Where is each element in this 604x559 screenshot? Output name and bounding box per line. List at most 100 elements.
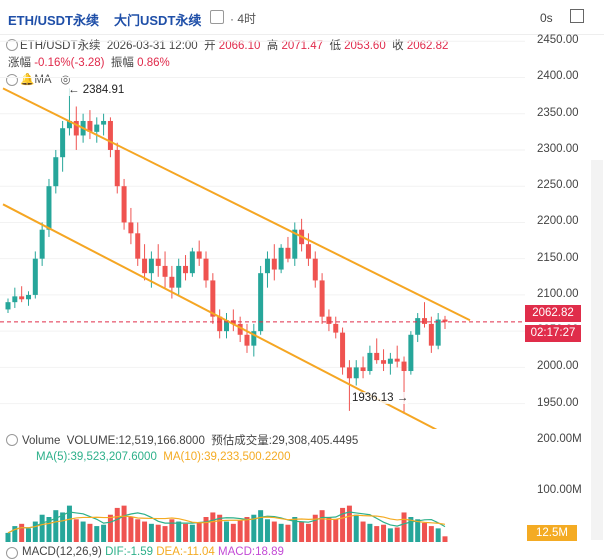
candle-body bbox=[66, 120, 72, 129]
candle-body bbox=[381, 360, 387, 364]
candle-body bbox=[39, 229, 45, 259]
candle-body bbox=[387, 358, 393, 364]
price-axis-label: 2300.00 bbox=[537, 142, 579, 155]
candle-body bbox=[264, 258, 270, 274]
volume-bar bbox=[442, 536, 448, 542]
eye-hidden-icon[interactable]: ◎ bbox=[60, 74, 71, 86]
volume-bar bbox=[271, 521, 277, 542]
volume-bar bbox=[360, 521, 366, 542]
volume-axis-mid: 100.00M bbox=[537, 484, 582, 496]
interval-selector[interactable]: · 4时 bbox=[230, 12, 257, 26]
candle-body bbox=[210, 280, 216, 317]
price-axis-label: 2350.00 bbox=[537, 106, 579, 119]
last-price-badge: 2062.82 bbox=[525, 305, 581, 322]
collapse-macd-chevron-icon[interactable] bbox=[6, 547, 18, 559]
volume-bar bbox=[196, 522, 202, 542]
refresh-seconds[interactable]: 0s bbox=[540, 11, 553, 25]
price-chart[interactable] bbox=[0, 34, 525, 429]
volume-bar bbox=[435, 528, 441, 542]
volume-bar bbox=[25, 528, 31, 542]
channel-line bbox=[2, 87, 471, 322]
volume-bar bbox=[189, 524, 195, 542]
candle-body bbox=[5, 302, 11, 310]
candle-body bbox=[32, 258, 38, 295]
volume-bar bbox=[121, 505, 127, 542]
collapse-ma-chevron-icon[interactable] bbox=[6, 74, 18, 86]
volume-bar bbox=[230, 523, 236, 542]
change-legend: 涨幅 -0.16%(-3.28) 振幅 0.86% bbox=[8, 57, 170, 69]
volume-bar bbox=[114, 507, 120, 542]
volume-bar bbox=[224, 521, 229, 542]
collapse-volume-chevron-icon[interactable] bbox=[6, 434, 18, 446]
volume-bar bbox=[401, 512, 407, 542]
volume-bar bbox=[346, 505, 352, 542]
candle-body bbox=[258, 273, 264, 332]
price-axis-label: 2200.00 bbox=[537, 215, 579, 228]
candle-body bbox=[128, 222, 134, 234]
countdown-badge: 02:17:27 bbox=[525, 325, 581, 342]
volume-bar bbox=[381, 524, 387, 542]
collapse-chevron-icon[interactable] bbox=[6, 39, 18, 51]
volume-bar bbox=[155, 524, 161, 542]
candle-body bbox=[148, 258, 154, 274]
volume-bar bbox=[428, 526, 434, 542]
candle-body bbox=[169, 276, 175, 288]
volume-bar bbox=[73, 519, 79, 542]
price-axis-label: 1950.00 bbox=[537, 396, 579, 409]
volume-chart[interactable] bbox=[0, 440, 525, 545]
volume-bar bbox=[32, 521, 38, 542]
volume-bar bbox=[251, 514, 257, 542]
volume-bar bbox=[46, 517, 52, 542]
volume-bar bbox=[39, 514, 45, 542]
candle-body bbox=[101, 120, 107, 125]
volume-bar bbox=[326, 517, 332, 542]
volume-bar bbox=[135, 519, 141, 542]
volume-bar bbox=[66, 505, 72, 542]
volume-bar bbox=[340, 507, 346, 542]
price-axis-label: 2000.00 bbox=[537, 360, 579, 373]
volume-bar bbox=[169, 519, 175, 542]
volume-bar bbox=[367, 523, 373, 542]
volume-bar bbox=[374, 526, 380, 542]
volume-bar bbox=[258, 510, 264, 542]
candle-body bbox=[60, 128, 66, 158]
candle-body bbox=[107, 120, 113, 150]
candle-body bbox=[415, 318, 421, 335]
volume-bar bbox=[237, 520, 243, 542]
candle-body bbox=[428, 323, 434, 346]
candle-body bbox=[176, 265, 182, 288]
edit-icon[interactable] bbox=[210, 10, 224, 24]
volume-bar bbox=[387, 528, 393, 542]
candle-body bbox=[305, 244, 311, 259]
right-panel-scrollbar[interactable] bbox=[591, 160, 603, 540]
candle-body bbox=[189, 251, 195, 274]
chart-header: ETH/USDT永续 大门USDT永续 · 4时 0s bbox=[0, 0, 604, 35]
candle-body bbox=[237, 323, 243, 335]
candle-body bbox=[333, 323, 339, 333]
candle-body bbox=[408, 334, 414, 372]
volume-bar bbox=[176, 521, 182, 542]
volume-axis-top: 200.00M bbox=[537, 433, 582, 445]
volume-bar bbox=[408, 517, 414, 542]
volume-legend: Volume VOLUME:12,519,166.8000 预估成交量:29,3… bbox=[22, 435, 359, 447]
candle-body bbox=[367, 352, 373, 372]
volume-bar bbox=[19, 523, 25, 542]
volume-bar bbox=[333, 519, 339, 542]
candle-body bbox=[12, 296, 18, 303]
candle-body bbox=[73, 120, 79, 136]
volume-bar bbox=[162, 526, 168, 542]
maximize-icon[interactable] bbox=[570, 9, 584, 23]
candle-body bbox=[251, 331, 257, 346]
high-annotation: ← 2384.91 bbox=[68, 84, 125, 96]
price-axis-label: 2100.00 bbox=[537, 287, 579, 300]
candle-body bbox=[285, 247, 291, 259]
candle-body bbox=[340, 332, 346, 368]
candle-body bbox=[19, 296, 25, 300]
exchange-title[interactable]: 大门USDT永续 bbox=[114, 13, 202, 28]
candle-body bbox=[374, 352, 380, 361]
candle-body bbox=[53, 157, 59, 187]
volume-bar bbox=[415, 519, 421, 542]
symbol-title[interactable]: ETH/USDT永续 bbox=[8, 13, 100, 28]
candle-body bbox=[25, 294, 31, 300]
volume-bar bbox=[353, 514, 359, 542]
